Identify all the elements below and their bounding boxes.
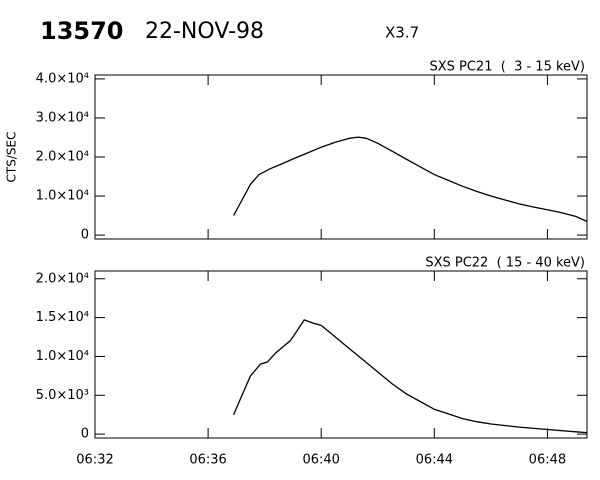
y-tick-label: 1.5×10⁴ — [36, 310, 89, 325]
y-tick-label: 2.0×10⁴ — [36, 271, 89, 286]
flare-class: X3.7 — [385, 24, 419, 42]
y-tick-label: 1.0×10⁴ — [36, 189, 89, 204]
y-tick-label: 2.0×10⁴ — [36, 150, 89, 165]
x-tick-label: 06:48 — [529, 453, 566, 468]
panel-subtitle: SXS PC21 ( 3 - 15 keV) — [429, 60, 585, 75]
y-tick-label: 0 — [81, 427, 89, 442]
event-number: 13570 — [40, 17, 124, 45]
y-tick-label: 1.0×10⁴ — [36, 349, 89, 364]
y-tick-label: 0 — [81, 228, 89, 243]
panel-subtitle: SXS PC22 ( 15 - 40 keV) — [425, 256, 585, 271]
x-tick-label: 06:44 — [416, 453, 453, 468]
light-curve — [233, 136, 588, 222]
y-tick-label: 5.0×10³ — [36, 388, 89, 403]
y-tick-label: 3.0×10⁴ — [36, 110, 89, 125]
x-tick-label: 06:36 — [189, 453, 226, 468]
light-curve — [233, 319, 588, 434]
y-axis-label: CTS/SEC — [5, 132, 19, 183]
plot-frame — [94, 270, 588, 439]
x-tick-label: 06:32 — [76, 453, 113, 468]
y-tick-label: 4.0×10⁴ — [36, 71, 89, 86]
event-date: 22-NOV-98 — [145, 19, 264, 44]
x-tick-label: 06:40 — [302, 453, 339, 468]
